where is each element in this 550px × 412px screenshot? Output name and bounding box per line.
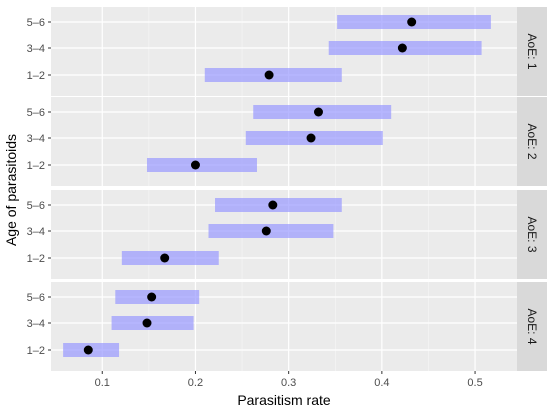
facet-panel: 5–6 3–4 1–2 AoE: 1 [27, 7, 547, 96]
y-tick-label: 5–6 [27, 292, 45, 304]
estimate-point [261, 226, 271, 236]
axis-ticks: 0.1 0.2 0.3 0.4 0.5 [95, 371, 483, 389]
estimate-point [160, 253, 170, 263]
y-tick-label: 1–2 [27, 70, 45, 82]
y-tick-label: 1–2 [27, 253, 45, 265]
y-tick-label: 3–4 [27, 226, 45, 238]
facet-panel: 5–6 3–4 1–2 AoE: 3 [27, 190, 547, 279]
y-tick-label: 5–6 [27, 107, 45, 119]
x-tick-label: 0.2 [188, 377, 203, 389]
y-tick-label: 1–2 [27, 345, 45, 357]
facet-panel: 5–6 3–4 1–2 AoE: 2 [27, 97, 547, 186]
estimate-point [147, 292, 157, 302]
estimate-point [397, 43, 407, 53]
y-tick-label: 3–4 [27, 133, 45, 145]
x-axis-title: Parasitism rate [237, 392, 331, 408]
y-tick-label: 5–6 [27, 200, 45, 212]
confidence-interval-bar [115, 290, 200, 304]
facet-strip [517, 7, 547, 96]
facet-strip [517, 282, 547, 371]
facet-strip [517, 190, 547, 279]
confidence-interval-bar [121, 251, 219, 265]
x-tick-label: 0.1 [95, 377, 110, 389]
x-tick-label: 0.5 [467, 377, 482, 389]
estimate-point [306, 133, 316, 143]
estimate-point [313, 107, 323, 117]
y-axis-title: Age of parasitoids [3, 134, 19, 246]
estimate-point [190, 160, 200, 170]
estimate-point [264, 70, 274, 80]
y-tick-label: 3–4 [27, 318, 45, 330]
confidence-interval-bar [215, 198, 342, 212]
facet-strip-label: AoE: 2 [525, 123, 539, 159]
facet-strip-label: AoE: 3 [525, 216, 539, 252]
facet-panels: 5–6 3–4 1–2 AoE: 1 5–6 3–4 1–2 AoE: 2 5–6 3–4 1–2 A… [27, 7, 547, 371]
facet-strip-label: AoE: 1 [525, 33, 539, 69]
y-tick-label: 1–2 [27, 160, 45, 172]
confidence-interval-bar [146, 158, 257, 172]
confidence-interval-bar [208, 224, 334, 238]
estimate-point [268, 200, 278, 210]
x-tick-label: 0.4 [374, 377, 389, 389]
facet-strip [517, 97, 547, 186]
y-tick-label: 5–6 [27, 17, 45, 29]
estimate-point [142, 318, 152, 328]
y-tick-label: 3–4 [27, 43, 45, 55]
facet-panel: 5–6 3–4 1–2 AoE: 4 [27, 282, 547, 371]
estimate-point [83, 345, 93, 355]
confidence-interval-bar [111, 316, 194, 330]
facet-strip-label: AoE: 4 [525, 308, 539, 344]
estimate-point [407, 17, 417, 27]
x-tick-label: 0.3 [281, 377, 296, 389]
